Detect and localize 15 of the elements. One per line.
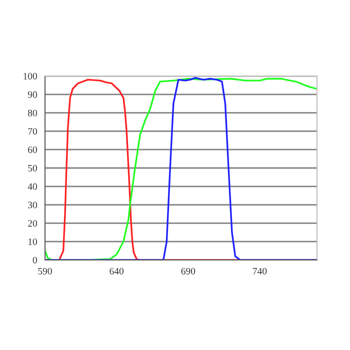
y-tick-label: 10 <box>28 238 37 246</box>
x-tick-label: 690 <box>181 268 196 274</box>
x-tick-label: 640 <box>110 268 124 274</box>
y-tick-label: 40 <box>28 183 37 190</box>
y-tick-label: 60 <box>28 146 37 154</box>
x-tick-label: 740 <box>253 268 267 274</box>
y-tick-label: 0 <box>32 256 37 264</box>
y-tick-label: 100 <box>24 72 37 80</box>
y-tick-label: 90 <box>28 91 37 98</box>
y-tick-label: 70 <box>28 128 37 135</box>
y-tick-label: 20 <box>28 220 37 227</box>
y-tick-label: 50 <box>28 164 37 172</box>
x-tick-label: 590 <box>38 268 52 274</box>
y-tick-label: 80 <box>28 110 37 116</box>
y-tick-label: 30 <box>28 202 37 208</box>
